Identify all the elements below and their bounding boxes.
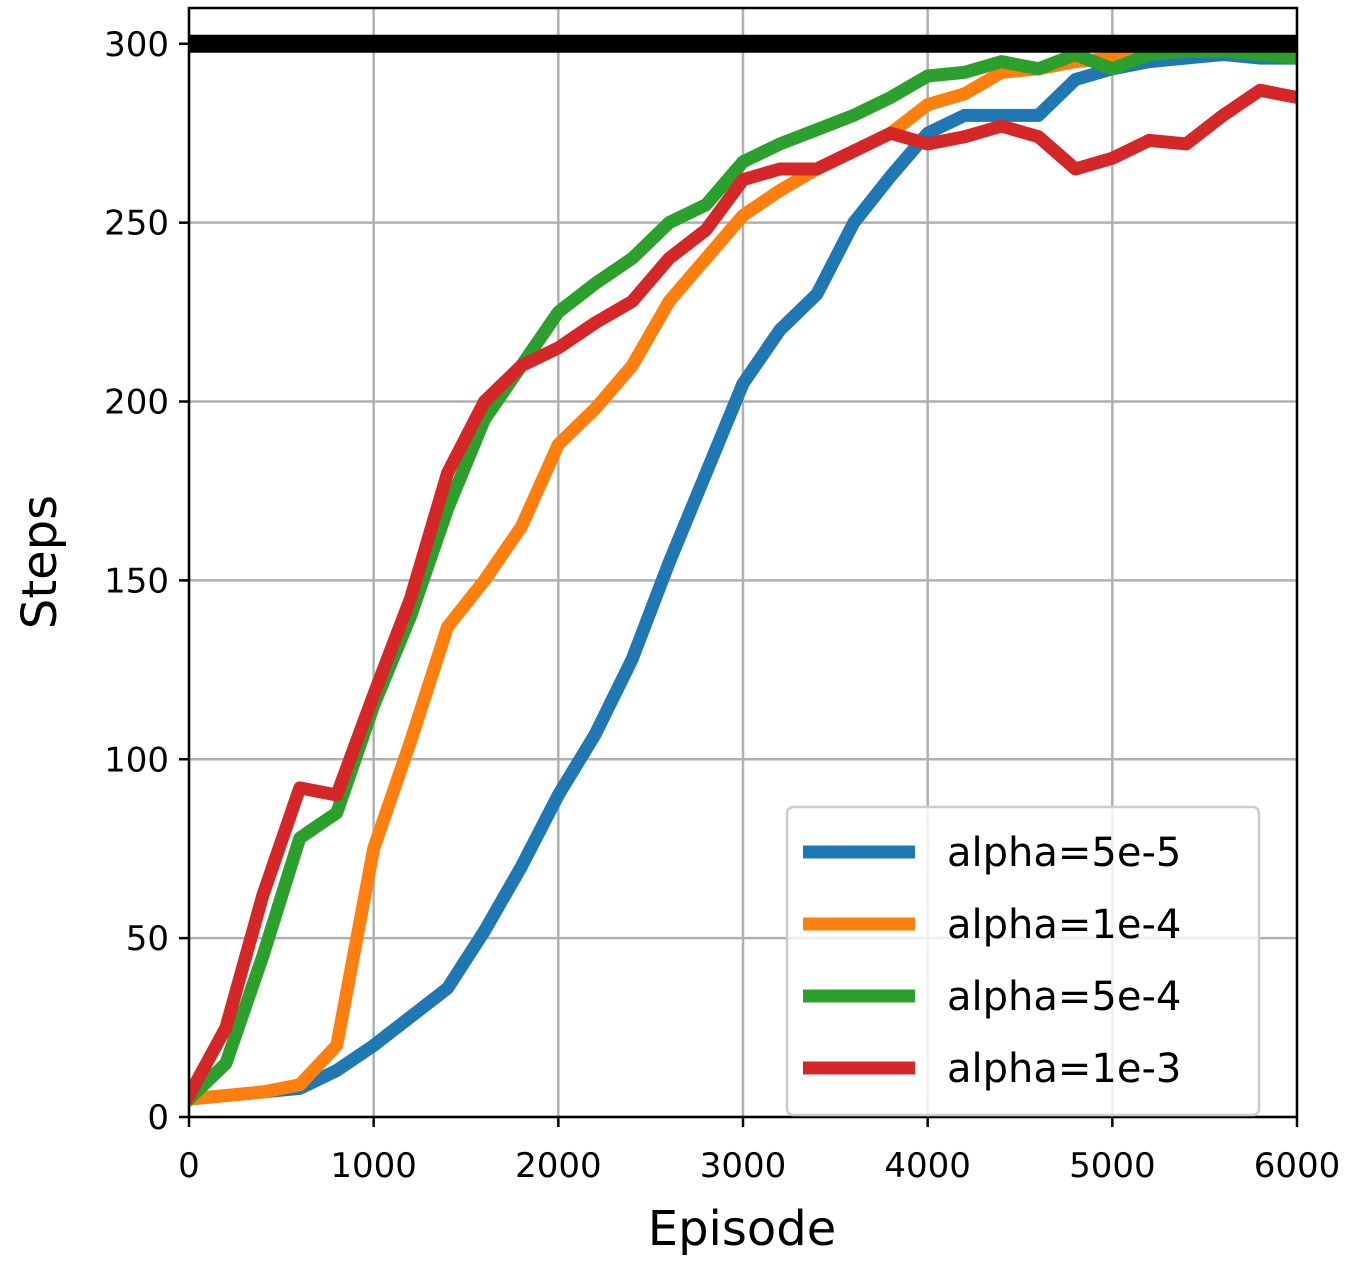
x-tick-label: 6000 [1254,1146,1341,1186]
y-tick-label: 100 [104,740,169,780]
x-tick-label: 4000 [884,1146,971,1186]
legend-box [785,805,1261,1117]
y-tick-label: 150 [104,561,169,601]
legend-label: alpha=1e-4 [947,902,1181,948]
x-tick-label: 0 [178,1146,200,1186]
x-tick-label: 1000 [330,1146,417,1186]
x-axis-label: Episode [648,1201,837,1257]
x-tick-label: 3000 [700,1146,787,1186]
x-tick-label: 2000 [515,1146,602,1186]
x-tick-label: 5000 [1069,1146,1156,1186]
legend-label: alpha=5e-4 [947,974,1181,1020]
y-axis-label: Steps [12,495,68,629]
y-tick-label: 250 [104,204,169,244]
y-tick-label: 50 [126,919,169,959]
y-tick-label: 300 [104,25,169,65]
series-line [189,44,1297,1106]
series-line [189,83,1297,1105]
legend-label: alpha=1e-3 [947,1046,1181,1092]
y-tick-label: 0 [147,1098,169,1138]
y-tick-label: 200 [104,383,169,423]
legend-label: alpha=5e-5 [947,830,1181,876]
